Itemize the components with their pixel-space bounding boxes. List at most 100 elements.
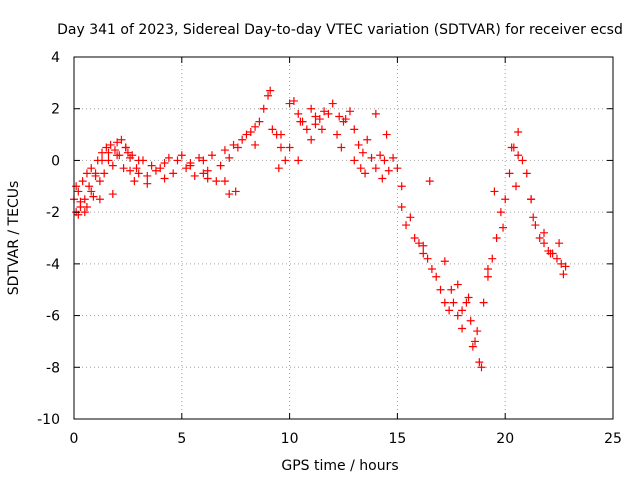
data-point (466, 316, 475, 325)
y-tick-label: -2 (46, 205, 60, 221)
data-point (74, 187, 83, 196)
data-point (285, 143, 294, 152)
data-point (397, 202, 406, 211)
data-point (274, 164, 283, 173)
data-point (251, 140, 260, 149)
data-point (501, 195, 510, 204)
data-point (231, 187, 240, 196)
data-point (104, 148, 113, 157)
x-tick-label: 10 (281, 431, 299, 447)
data-point (134, 156, 143, 165)
data-point (505, 169, 514, 178)
data-point (164, 153, 173, 162)
data-point (492, 234, 501, 242)
data-point (406, 213, 415, 222)
data-point (529, 213, 538, 222)
data-point (98, 156, 107, 165)
data-point (320, 107, 329, 116)
data-point (212, 177, 221, 186)
data-point (458, 324, 467, 333)
data-point (100, 169, 109, 178)
data-point (436, 285, 445, 294)
data-point (345, 107, 354, 116)
data-point (354, 140, 363, 149)
data-point (78, 177, 87, 186)
data-point (371, 164, 380, 173)
data-point (552, 254, 561, 263)
data-point (490, 187, 499, 196)
x-tick-label: 25 (604, 431, 622, 447)
data-point (514, 151, 523, 160)
data-point (160, 159, 169, 168)
x-tick-label: 0 (70, 431, 79, 447)
data-point (464, 293, 473, 302)
data-point (358, 148, 367, 157)
y-tick-label: 4 (51, 50, 60, 66)
data-point (220, 177, 229, 186)
data-point (268, 125, 277, 134)
data-point (190, 171, 199, 180)
data-point (259, 104, 268, 113)
data-point (423, 254, 432, 263)
data-point (203, 166, 212, 175)
data-point (132, 164, 141, 173)
data-point (477, 363, 486, 372)
data-point (514, 127, 523, 136)
data-point (546, 249, 555, 258)
data-point (531, 221, 540, 230)
data-point (511, 182, 520, 191)
data-point (255, 117, 264, 126)
data-point (289, 96, 298, 105)
data-point (251, 122, 260, 131)
data-point (91, 169, 100, 178)
data-point (380, 156, 389, 165)
data-point (80, 208, 89, 217)
data-point (225, 190, 234, 199)
x-tick-label: 15 (388, 431, 406, 447)
data-point (285, 99, 294, 108)
data-point (507, 143, 516, 152)
data-point (483, 265, 492, 274)
data-point (87, 164, 96, 173)
y-tick-label: -10 (37, 412, 60, 428)
data-point (483, 272, 492, 281)
data-point (126, 166, 135, 175)
data-point (468, 342, 477, 351)
data-point (557, 259, 566, 268)
data-point (458, 306, 467, 315)
y-tick-label: -4 (46, 257, 60, 273)
data-point (220, 146, 229, 155)
data-point (102, 143, 111, 152)
data-point (123, 148, 132, 157)
data-point (182, 164, 191, 173)
grid (74, 57, 613, 419)
data-point (276, 143, 285, 152)
data-point (143, 179, 152, 188)
data-point (522, 169, 531, 178)
y-tick-label: -8 (46, 360, 60, 376)
data-point (126, 153, 135, 162)
data-point (147, 161, 156, 170)
data-point (559, 270, 568, 279)
data-point (294, 109, 303, 118)
data-point (376, 151, 385, 160)
data-point (453, 280, 462, 289)
x-tick-label: 20 (496, 431, 514, 447)
data-point (216, 161, 225, 170)
data-point (462, 298, 471, 307)
plot-frame (73, 56, 614, 420)
data-point (488, 254, 497, 263)
x-axis-label: GPS time / hours (281, 458, 398, 474)
data-point (225, 153, 234, 162)
data-point (393, 164, 402, 173)
data-point (361, 169, 370, 178)
data-point (229, 140, 238, 149)
data-point (561, 262, 570, 271)
data-point (402, 221, 411, 230)
data-point (447, 285, 456, 294)
data-point (311, 112, 320, 121)
data-point (233, 143, 242, 152)
data-point (337, 143, 346, 152)
data-point (414, 239, 423, 248)
